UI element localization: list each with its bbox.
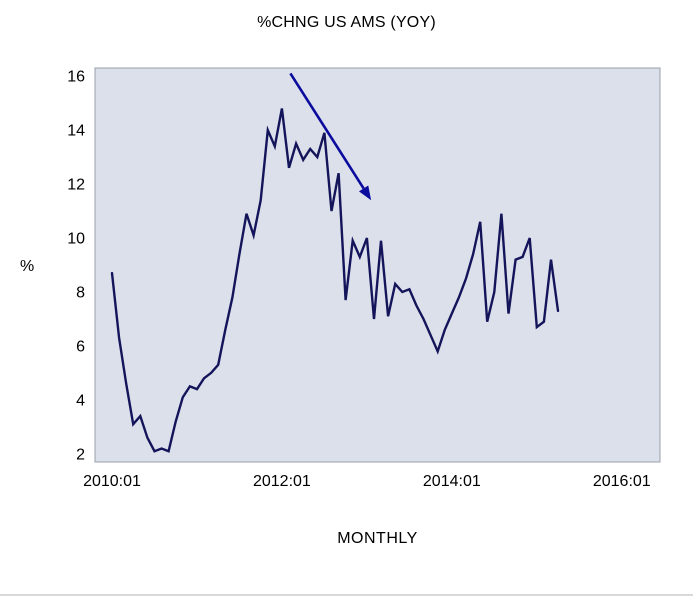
x-tick-label: 2016:01 bbox=[593, 473, 651, 490]
x-axis-label: MONTHLY bbox=[337, 530, 418, 547]
y-tick-label: 8 bbox=[76, 284, 85, 301]
annotation-arrow-head bbox=[358, 185, 372, 201]
chart-title: %CHNG US AMS (YOY) bbox=[257, 14, 436, 31]
series-line bbox=[110, 108, 560, 453]
x-tick-label: 2010:01 bbox=[83, 473, 141, 490]
annotation-arrow-shaft bbox=[289, 72, 365, 190]
bottom-edge-divider bbox=[0, 594, 693, 596]
y-tick-label: 6 bbox=[76, 338, 85, 355]
y-tick-label: 4 bbox=[76, 392, 85, 409]
x-tick-label: 2014:01 bbox=[423, 473, 481, 490]
plot-background bbox=[94, 67, 661, 463]
y-tick-label: 16 bbox=[67, 69, 85, 86]
y-tick-label: 2 bbox=[76, 446, 85, 463]
y-tick-label: 14 bbox=[67, 123, 85, 140]
y-tick-label: 12 bbox=[67, 177, 85, 194]
y-tick-label: 10 bbox=[67, 231, 85, 248]
y-axis-label: % bbox=[20, 258, 35, 275]
x-tick-label: 2012:01 bbox=[253, 473, 311, 490]
